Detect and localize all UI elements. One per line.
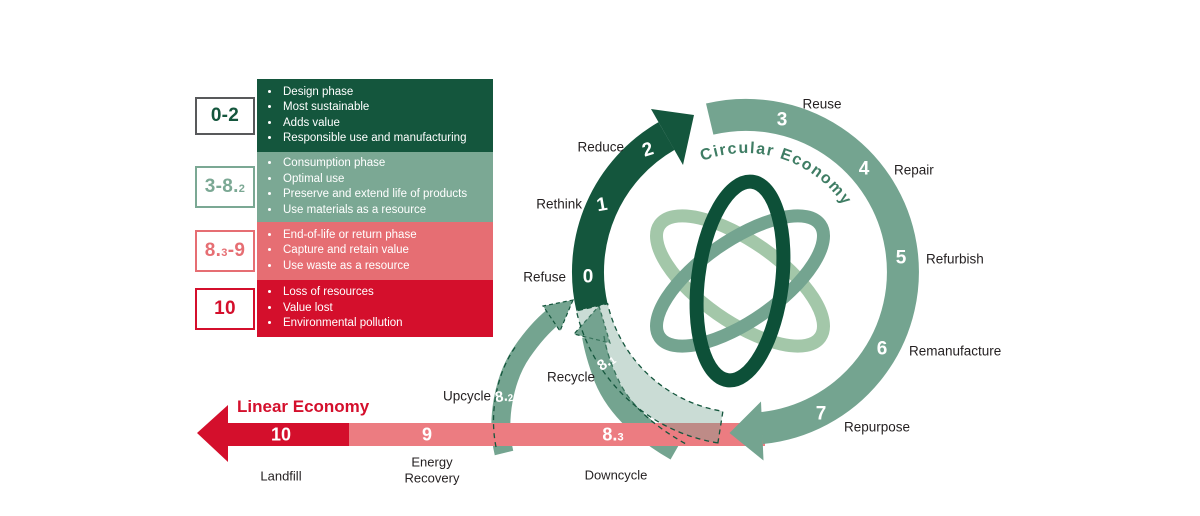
bullet-item: Consumption phase <box>281 156 487 172</box>
step-number-8-2: 8.2 <box>494 386 515 405</box>
step-number-6: 6 <box>877 339 888 360</box>
ring-arc-use-phase <box>706 98 919 445</box>
legend-row-design-phase: 0-2 Design phase Most sustainable Adds v… <box>195 79 493 152</box>
bullet-list: Consumption phase Optimal use Preserve a… <box>257 156 487 218</box>
range-text: 10 <box>214 297 236 319</box>
legend-panel-end-of-life: End-of-life or return phase Capture and … <box>257 222 493 280</box>
step-number-4: 4 <box>859 159 870 180</box>
range-post: -9 <box>227 240 246 261</box>
range-text: 3-8. <box>204 176 239 197</box>
label-downcycle: Downcycle <box>585 468 648 483</box>
bullet-item: Optimal use <box>281 172 487 188</box>
legend-row-consumption-phase: 3-8.2 Consumption phase Optimal use Pres… <box>195 152 493 222</box>
bullet-item: Preserve and extend life of products <box>281 187 487 203</box>
bar-number-9: 9 <box>422 425 432 445</box>
step-number-8-1: 8.1 <box>594 350 619 375</box>
bullet-item: Loss of resources <box>281 285 487 301</box>
bar-segment-landfill <box>227 423 349 446</box>
legend-row-end-of-life: 8.3-9 End-of-life or return phase Captur… <box>195 222 493 280</box>
circular-economy-logo <box>650 174 830 388</box>
logo-ring-sage <box>650 209 830 353</box>
label-energy: Energy <box>411 455 453 470</box>
legend-range-0-2: 0-2 <box>195 96 255 135</box>
step-number-1: 1 <box>595 194 609 217</box>
legend-range-8-3-9: 8. 3 -9 <box>195 230 255 272</box>
range-sub: 2 <box>238 183 246 196</box>
bullet-item: Use materials as a resource <box>281 203 487 219</box>
bullet-item: Design phase <box>281 85 487 101</box>
label-upcycle: Upcycle <box>443 389 491 404</box>
ring-step-labels: Refuse Rethink Reduce Reuse Repair Refur… <box>443 97 1001 435</box>
legend-row-loss: 10 Loss of resources Value lost Environm… <box>195 280 493 337</box>
bar-number-8-3: 8.3 <box>602 425 623 445</box>
label-refuse: Refuse <box>523 270 566 285</box>
label-remanufacture: Remanufacture <box>909 344 1001 359</box>
bullet-list: End-of-life or return phase Capture and … <box>257 228 487 275</box>
linear-economy-title: Linear Economy <box>237 397 370 416</box>
label-rethink: Rethink <box>536 197 582 212</box>
recycle-dashed-edge <box>603 335 687 445</box>
bullet-item: Adds value <box>281 116 487 132</box>
legend-panel-loss: Loss of resources Value lost Environment… <box>257 280 493 337</box>
legend-chip-cell: 8. 3 -9 <box>195 222 257 280</box>
legend-chip-cell: 10 <box>195 280 257 337</box>
legend-panel-consumption-phase: Consumption phase Optimal use Preserve a… <box>257 152 493 222</box>
step-number-3: 3 <box>777 110 788 131</box>
step-number-5: 5 <box>896 248 907 269</box>
legend-chip-cell: 3-8. 2 <box>195 152 257 222</box>
range-text: 0-2 <box>210 104 240 126</box>
step-number-7: 7 <box>816 404 827 425</box>
range-sub: 3 <box>221 247 228 260</box>
bullet-item: Capture and retain value <box>281 243 487 259</box>
bullet-item: End-of-life or return phase <box>281 228 487 244</box>
linear-arrowhead <box>197 405 228 462</box>
upcycle-arrowhead <box>541 299 574 333</box>
label-refurbish: Refurbish <box>926 252 984 267</box>
ring-arrowhead-sage <box>729 401 764 461</box>
ring-arrowhead-dark <box>651 109 694 165</box>
step-number-0: 0 <box>583 267 594 288</box>
linear-economy-texts: Linear Economy 10 9 8.3 Landfill Energy … <box>237 397 647 486</box>
logo-ring-light <box>650 209 830 353</box>
ring-arc-design-phase <box>572 122 675 311</box>
legend-chip-cell: 0-2 <box>195 79 257 152</box>
legend-range-10: 10 <box>195 287 255 330</box>
label-landfill: Landfill <box>260 469 301 484</box>
label-recovery: Recovery <box>405 471 460 486</box>
bullet-item: Responsible use and manufacturing <box>281 131 487 147</box>
bullet-item: Value lost <box>281 301 487 317</box>
ring-step-numbers: 0 1 2 3 4 5 6 7 8.1 8.2 <box>494 110 907 425</box>
legend: 0-2 Design phase Most sustainable Adds v… <box>195 79 493 337</box>
bar-number-10: 10 <box>271 425 291 445</box>
label-repair: Repair <box>894 163 934 178</box>
bullet-item: Environmental pollution <box>281 316 487 332</box>
ring-dashed-leak-segment <box>575 302 724 444</box>
label-reuse: Reuse <box>802 97 841 112</box>
label-recycle: Recycle <box>547 370 595 385</box>
upcycle-dashed-edge <box>492 345 517 448</box>
bullet-list: Design phase Most sustainable Adds value… <box>257 85 487 147</box>
circular-economy-ring <box>572 98 919 461</box>
legend-panel-design-phase: Design phase Most sustainable Adds value… <box>257 79 493 152</box>
label-repurpose: Repurpose <box>844 420 910 435</box>
label-reduce: Reduce <box>577 140 624 155</box>
range-text: 8. <box>204 240 222 261</box>
legend-range-3-8-2: 3-8. 2 <box>195 166 255 208</box>
bullet-list: Loss of resources Value lost Environment… <box>257 285 487 332</box>
bullet-item: Use waste as a resource <box>281 259 487 275</box>
bullet-item: Most sustainable <box>281 100 487 116</box>
logo-ring-dark <box>689 174 791 388</box>
